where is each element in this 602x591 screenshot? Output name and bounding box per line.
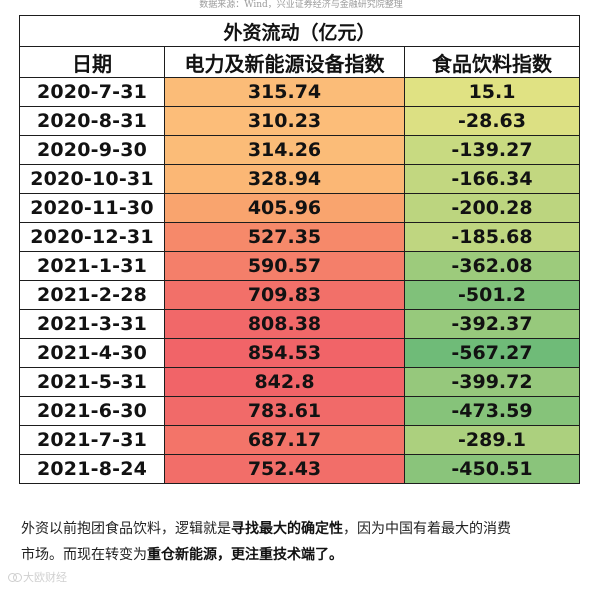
table-body: 2020-7-31 315.74 15.1 2020-8-31 310.23 -28.63… xyxy=(19,77,581,484)
cell-food-index: -501.2 xyxy=(403,280,581,310)
source-note: 数据来源：Wind，兴业证券经济与金融研究院整理 xyxy=(199,0,403,10)
table-row: 2020-7-31 315.74 15.1 xyxy=(19,77,581,107)
commentary-emphasis: 寻找最大的确定性 xyxy=(231,521,343,537)
cell-food-index: -450.51 xyxy=(403,454,581,484)
cell-date: 2020-12-31 xyxy=(19,222,165,252)
cell-power-index: 328.94 xyxy=(164,164,405,194)
commentary-text: 市场。而现在转变为 xyxy=(21,547,147,563)
table-row: 2021-7-31 687.17 -289.1 xyxy=(19,425,581,455)
cell-food-index: -139.27 xyxy=(403,135,581,165)
table-row: 2020-9-30 314.26 -139.27 xyxy=(19,135,581,165)
commentary-text: 外资以前抱团食品饮料，逻辑就是 xyxy=(21,521,231,537)
table-row: 2020-8-31 310.23 -28.63 xyxy=(19,106,581,136)
cell-date: 2021-2-28 xyxy=(19,280,165,310)
cell-food-index: 15.1 xyxy=(403,77,581,107)
table-row: 2021-5-31 842.8 -399.72 xyxy=(19,367,581,397)
cell-power-index: 405.96 xyxy=(164,193,405,223)
cell-date: 2021-5-31 xyxy=(19,367,165,397)
cell-power-index: 687.17 xyxy=(164,425,405,455)
cell-date: 2020-8-31 xyxy=(19,106,165,136)
table-row: 2020-12-31 527.35 -185.68 xyxy=(19,222,581,252)
cell-food-index: -473.59 xyxy=(403,396,581,426)
cell-food-index: -392.37 xyxy=(403,309,581,339)
watermark: 大欧财经 xyxy=(8,569,67,585)
cell-food-index: -289.1 xyxy=(403,425,581,455)
cell-date: 2020-11-30 xyxy=(19,193,165,223)
cell-date: 2021-3-31 xyxy=(19,309,165,339)
table-row: 2020-10-31 328.94 -166.34 xyxy=(19,164,581,194)
header-food-index: 食品饮料指数 xyxy=(403,46,581,78)
cell-power-index: 527.35 xyxy=(164,222,405,252)
cell-date: 2020-9-30 xyxy=(19,135,165,165)
cell-food-index: -399.72 xyxy=(403,367,581,397)
table-row: 2021-6-30 783.61 -473.59 xyxy=(19,396,581,426)
commentary-emphasis: 重仓新能源，更注重技术端了。 xyxy=(147,547,343,563)
cell-power-index: 808.38 xyxy=(164,309,405,339)
commentary-paragraph: 外资以前抱团食品饮料，逻辑就是寻找最大的确定性，因为中国有着最大的消费 市场。而… xyxy=(21,516,581,568)
cell-food-index: -28.63 xyxy=(403,106,581,136)
cell-power-index: 752.43 xyxy=(164,454,405,484)
table-row: 2021-3-31 808.38 -392.37 xyxy=(19,309,581,339)
cell-power-index: 314.26 xyxy=(164,135,405,165)
cell-food-index: -185.68 xyxy=(403,222,581,252)
cell-power-index: 854.53 xyxy=(164,338,405,368)
table-header-row: 日期 电力及新能源设备指数 食品饮料指数 xyxy=(19,46,581,78)
cell-food-index: -362.08 xyxy=(403,251,581,281)
cell-food-index: -166.34 xyxy=(403,164,581,194)
cell-date: 2020-7-31 xyxy=(19,77,165,107)
watermark-text: 大欧财经 xyxy=(23,571,67,584)
cell-date: 2021-4-30 xyxy=(19,338,165,368)
cell-date: 2021-6-30 xyxy=(19,396,165,426)
cell-date: 2020-10-31 xyxy=(19,164,165,194)
table-row: 2020-11-30 405.96 -200.28 xyxy=(19,193,581,223)
cell-power-index: 783.61 xyxy=(164,396,405,426)
table-row: 2021-2-28 709.83 -501.2 xyxy=(19,280,581,310)
cell-power-index: 842.8 xyxy=(164,367,405,397)
cell-power-index: 709.83 xyxy=(164,280,405,310)
table-caption: 外资流动（亿元） xyxy=(18,15,581,47)
cell-power-index: 315.74 xyxy=(164,77,405,107)
cell-date: 2021-1-31 xyxy=(19,251,165,281)
cell-date: 2021-8-24 xyxy=(19,454,165,484)
table-row: 2021-8-24 752.43 -450.51 xyxy=(19,454,581,484)
header-date: 日期 xyxy=(19,46,165,78)
table-row: 2021-4-30 854.53 -567.27 xyxy=(19,338,581,368)
cell-food-index: -200.28 xyxy=(403,193,581,223)
cell-food-index: -567.27 xyxy=(403,338,581,368)
fund-flow-table-container: 外资流动（亿元） 日期 电力及新能源设备指数 食品饮料指数 2020-7-31 3… xyxy=(18,15,581,484)
cell-power-index: 590.57 xyxy=(164,251,405,281)
header-power-index: 电力及新能源设备指数 xyxy=(164,46,405,78)
rings-logo-icon xyxy=(8,572,22,582)
cell-power-index: 310.23 xyxy=(164,106,405,136)
commentary-text: ，因为中国有着最大的消费 xyxy=(343,521,511,537)
cell-date: 2021-7-31 xyxy=(19,425,165,455)
fund-flow-table: 外资流动（亿元） 日期 电力及新能源设备指数 食品饮料指数 2020-7-31 3… xyxy=(18,15,581,484)
table-row: 2021-1-31 590.57 -362.08 xyxy=(19,251,581,281)
